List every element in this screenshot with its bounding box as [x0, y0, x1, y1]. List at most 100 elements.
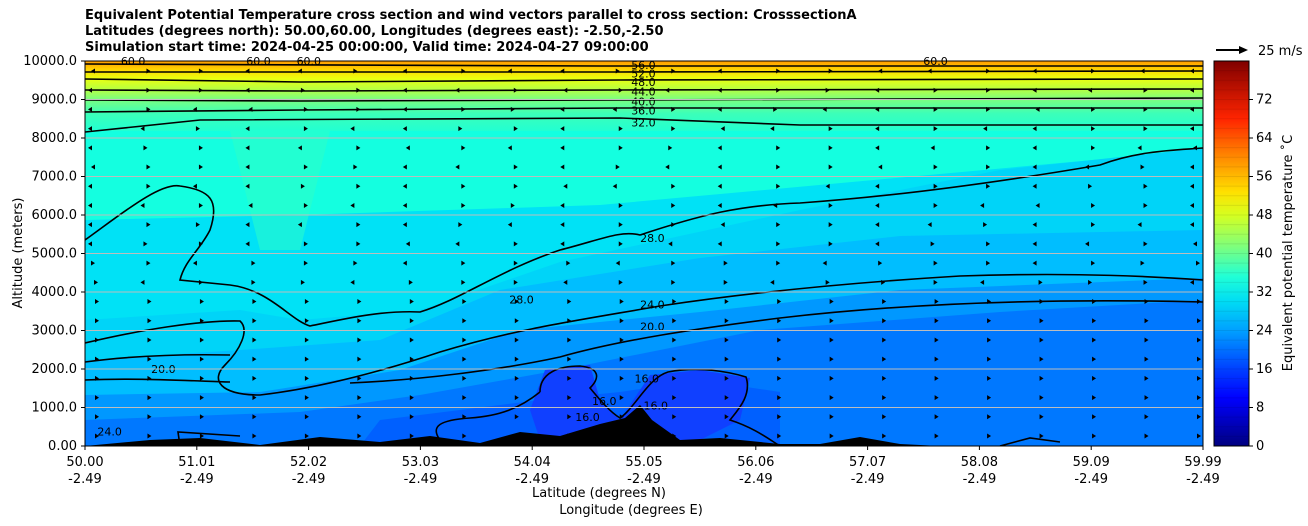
wind-vector [717, 68, 722, 74]
wind-vector [513, 126, 518, 132]
wind-vector [618, 145, 623, 151]
wind-vector [1032, 68, 1037, 74]
wind-vector [95, 414, 99, 420]
x-tick-label-lat: 55.05 [625, 455, 662, 470]
wind-vector [1144, 356, 1149, 362]
wind-vector [409, 395, 414, 401]
wind-vector [1091, 145, 1096, 151]
wind-vector [1032, 260, 1037, 266]
wind-vector [357, 433, 362, 439]
wind-vector [1144, 318, 1149, 324]
wind-vector [986, 241, 991, 247]
wind-vector [563, 87, 568, 93]
x-axis-label-lon: Longitude (degrees E) [559, 503, 703, 518]
wind-vector [671, 279, 676, 285]
wind-vector [1035, 106, 1040, 112]
wind-vector [198, 87, 203, 93]
wind-vector [567, 356, 572, 362]
colorbar-tick-label: 24 [1256, 324, 1273, 339]
wind-vector [147, 395, 152, 401]
wind-vector [563, 279, 568, 285]
wind-vector [717, 106, 722, 112]
x-tick-label-lat: 59.99 [1184, 455, 1221, 470]
wind-vector [245, 87, 250, 93]
wind-vector [671, 106, 676, 112]
wind-vector [514, 395, 519, 401]
contour-20-low [999, 437, 1061, 446]
wind-vector [199, 337, 204, 343]
wind-vector [513, 241, 518, 247]
wind-vector [987, 395, 992, 401]
wind-vector [563, 183, 568, 189]
wind-vector [88, 202, 92, 208]
wind-vector [297, 222, 302, 228]
wind-vector [1032, 145, 1037, 151]
wind-vector [304, 395, 309, 401]
wind-vector [405, 145, 410, 151]
contour-16 [435, 365, 781, 446]
colorbar-scale [1213, 60, 1250, 447]
wind-vector [1137, 222, 1142, 228]
wind-vector [146, 87, 151, 93]
contour-label: 24.0 [97, 425, 122, 438]
wind-vector [560, 68, 565, 74]
wind-vector [717, 183, 722, 189]
x-tick-label-lat: 51.01 [178, 455, 215, 470]
wind-vector [513, 87, 518, 93]
wind-vector [829, 356, 834, 362]
wind-key-label: 25 m/s [1258, 44, 1303, 59]
wind-vector [934, 375, 939, 381]
wind-vector [510, 202, 515, 208]
wind-vector [1032, 87, 1037, 93]
wind-vector [409, 356, 414, 362]
wind-vector [357, 395, 362, 401]
wind-vector [1190, 126, 1194, 132]
colorbar-ticks: 0 8 16 24 32 40 48 56 64 72 [1214, 70, 1273, 454]
wind-vector [987, 337, 992, 343]
wind-vector [356, 183, 361, 189]
wind-vector [1039, 375, 1044, 381]
wind-vector [618, 202, 623, 208]
contour-label: 28.0 [640, 232, 665, 245]
y-tick-label: 2000.0 [32, 362, 78, 377]
wind-vector [927, 222, 932, 228]
wind-vector [462, 375, 467, 381]
wind-vector [671, 202, 676, 208]
wind-vector [461, 202, 466, 208]
wind-vector [567, 337, 572, 343]
wind-vector [1088, 279, 1093, 285]
wind-vector [612, 183, 617, 189]
wind-vector [566, 260, 571, 266]
wind-vector [1197, 337, 1201, 343]
terrain [85, 405, 940, 446]
wind-vector [1039, 433, 1044, 439]
x-tick-label-lat: 58.08 [961, 455, 998, 470]
wind-vector [987, 375, 992, 381]
wind-vector [987, 318, 992, 324]
wind-vector [357, 356, 362, 362]
wind-vector [350, 279, 355, 285]
wind-vector [927, 68, 932, 74]
wind-vector [618, 241, 623, 247]
wind-vector [1091, 260, 1096, 266]
wind-vector [983, 222, 988, 228]
y-tick-label: 4000.0 [32, 285, 78, 300]
wind-vector [560, 106, 565, 112]
wind-vector [304, 356, 309, 362]
contour-52 [85, 70, 1203, 73]
wind-vector [773, 202, 778, 208]
wind-vector [514, 375, 519, 381]
wind-vector [1143, 183, 1148, 189]
wind-vector [875, 183, 880, 189]
contour-label: 56.0 [631, 59, 656, 72]
wind-vector [829, 395, 834, 401]
gridlines [85, 99, 1203, 408]
wind-vector [514, 337, 519, 343]
x-tick-label-lat: 57.07 [849, 455, 886, 470]
wind-vector [665, 164, 670, 170]
wind-vector [777, 299, 782, 305]
x-tick-label-lon: -2.49 [180, 472, 214, 487]
wind-vector [461, 183, 466, 189]
colorbar-tick-label: 48 [1256, 208, 1273, 223]
wind-vector [1144, 433, 1149, 439]
